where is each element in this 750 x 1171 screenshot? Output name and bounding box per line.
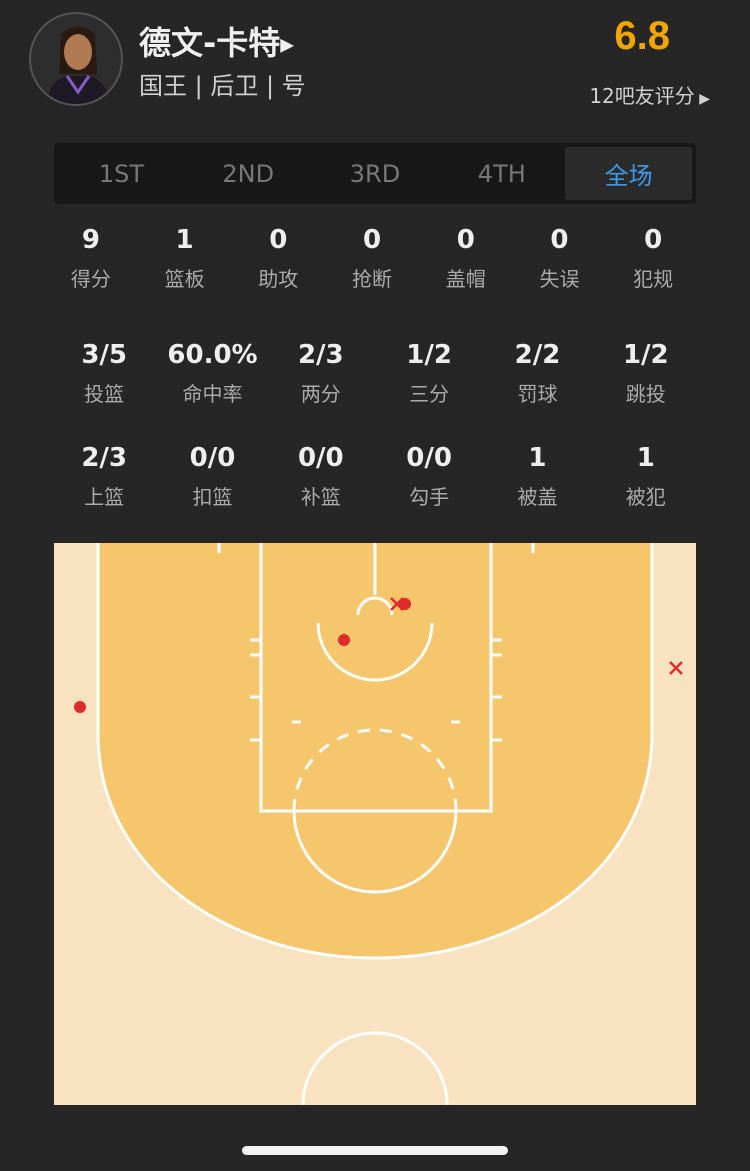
stat-value: 0/0	[406, 443, 452, 473]
shot-chart-court	[54, 543, 696, 1105]
tab-2nd[interactable]: 2ND	[222, 159, 275, 188]
stat-value: 0/0	[297, 443, 344, 473]
lane-hash-marks	[250, 638, 502, 742]
stat-item: 0 抢断	[325, 225, 419, 292]
stat-label: 跳投	[625, 382, 666, 406]
center-circle	[301, 1031, 449, 1105]
stat-label: 得分	[70, 267, 111, 291]
stat-label: 被盖	[517, 485, 558, 509]
shot-made-marker	[74, 701, 86, 713]
stat-value: 0	[362, 225, 382, 255]
free-throw-circle-bottom	[292, 810, 458, 894]
stat-value: 9	[81, 225, 100, 255]
stat-label: 扣篮	[192, 485, 233, 509]
stat-value: 2/3	[297, 340, 344, 370]
stat-value: 0	[644, 225, 663, 255]
rating-link[interactable]: 12吧友评分 ▶	[589, 84, 710, 108]
stat-value: 1/2	[406, 340, 452, 370]
stat-label: 三分	[409, 382, 450, 406]
stat-item: 1 篮板	[138, 225, 232, 292]
stat-item: 1/2 三分	[375, 340, 483, 407]
stat-label: 被犯	[625, 485, 666, 509]
tab-1st[interactable]: 1ST	[98, 159, 144, 188]
stat-value: 0	[456, 225, 475, 255]
stat-item: 60.0% 命中率	[158, 340, 266, 407]
stat-item: 1 被盖	[483, 443, 591, 510]
stat-label: 罚球	[517, 382, 558, 406]
stat-item: 2/3 两分	[267, 340, 375, 407]
stat-label: 抢断	[352, 267, 393, 291]
stat-value: 0	[269, 225, 288, 255]
chevron-right-icon: ▶	[280, 34, 295, 56]
stat-item: 9 得分	[44, 225, 138, 292]
stat-value: 0/0	[189, 443, 236, 473]
stat-item: 0/0 补篮	[267, 443, 375, 510]
stat-value: 60.0%	[167, 340, 258, 370]
stat-label: 补篮	[300, 485, 341, 509]
tab-3rd[interactable]: 3RD	[349, 159, 401, 188]
chevron-right-icon: ▶	[694, 91, 710, 107]
stat-label: 命中率	[182, 382, 243, 406]
stats-shot-types: 2/3 上篮 0/0 扣篮 0/0 补篮 0/0 勾手 1 被盖 1 被犯	[50, 443, 700, 510]
stat-label: 两分	[300, 382, 341, 406]
stat-value: 2/3	[81, 443, 127, 473]
stat-item: 0/0 勾手	[375, 443, 483, 510]
stat-item: 0/0 扣篮	[158, 443, 266, 510]
stat-item: 0 犯规	[606, 225, 700, 292]
stat-value: 3/5	[81, 340, 127, 370]
stat-label: 投篮	[84, 382, 125, 406]
player-info: 国王 | 后卫 | 号	[139, 72, 306, 100]
stat-item: 1/2 跳投	[592, 340, 700, 407]
stat-item: 1 被犯	[592, 443, 700, 510]
stat-value: 1	[636, 443, 655, 473]
basket-arc	[356, 596, 394, 616]
stat-label: 勾手	[409, 485, 450, 509]
top-ticks	[217, 543, 535, 553]
restricted-arc	[316, 622, 434, 682]
stat-item: 0 助攻	[231, 225, 325, 292]
shot-made-marker	[338, 634, 350, 646]
stat-value: 1	[175, 225, 194, 255]
stat-label: 篮板	[164, 267, 205, 291]
home-indicator	[242, 1146, 508, 1155]
stat-label: 犯规	[633, 267, 674, 291]
stat-label: 盖帽	[445, 267, 486, 291]
player-rating: 6.8	[614, 14, 670, 58]
player-name[interactable]: 德文-卡特▶	[139, 24, 295, 62]
stat-item: 3/5 投篮	[50, 340, 158, 407]
tab-4th[interactable]: 4TH	[477, 159, 526, 188]
stat-value: 1	[528, 443, 547, 473]
three-point-line	[96, 543, 654, 960]
stat-value: 0	[550, 225, 569, 255]
stat-item: 0 失误	[513, 225, 607, 292]
key-lane	[259, 543, 493, 813]
stat-label: 助攻	[258, 267, 299, 291]
three-point-area	[98, 543, 652, 958]
tab-全场[interactable]: 全场	[565, 147, 692, 200]
shot-missed-marker	[390, 597, 404, 611]
shot-made-marker	[399, 598, 411, 610]
stat-item: 0 盖帽	[419, 225, 513, 292]
stat-value: 1/2	[622, 340, 669, 370]
player-photo	[45, 26, 111, 104]
stats-main: 9 得分 1 篮板 0 助攻 0 抢断 0 盖帽 0 失误 0 犯规	[44, 225, 700, 292]
stats-shooting: 3/5 投篮 60.0% 命中率 2/3 两分 1/2 三分 2/2 罚球 1/2 跳投	[50, 340, 700, 407]
stat-label: 上篮	[84, 485, 125, 509]
stat-item: 2/2 罚球	[483, 340, 591, 407]
period-tabs: 1ST 2ND 3RD 4TH 全场	[54, 143, 696, 204]
stat-value: 2/2	[514, 340, 561, 370]
player-avatar[interactable]	[29, 12, 123, 106]
stat-label: 失误	[539, 267, 580, 291]
shot-missed-marker	[669, 661, 683, 675]
stat-item: 2/3 上篮	[50, 443, 158, 510]
